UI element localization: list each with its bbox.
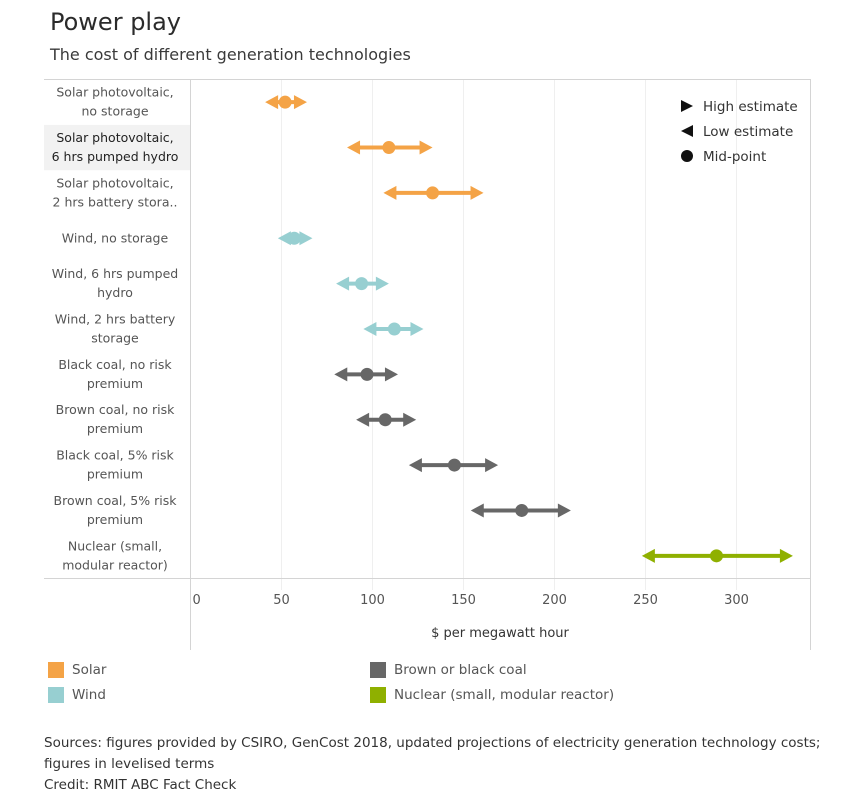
low-estimate-marker[interactable] <box>347 140 361 155</box>
color-swatch <box>48 662 64 678</box>
x-tick-label: 250 <box>633 593 658 608</box>
high-estimate-marker[interactable] <box>779 548 793 563</box>
range-mark[interactable] <box>383 185 484 200</box>
range-mark[interactable] <box>265 95 307 110</box>
x-tick-label: 200 <box>542 593 567 608</box>
high-estimate-marker[interactable] <box>384 367 398 382</box>
mid-point-marker[interactable] <box>387 322 401 336</box>
row-label[interactable]: Brown coal, 5% risk premium <box>54 493 178 527</box>
range-mark[interactable] <box>334 367 398 382</box>
shape-legend-label: Mid-point <box>703 149 766 165</box>
shape-legend: High estimate Low estimate Mid-point <box>681 99 798 165</box>
range-mark[interactable] <box>356 412 417 427</box>
color-legend-item-nuclear[interactable]: Nuclear (small, modular reactor) <box>370 687 614 703</box>
range-mark[interactable] <box>336 276 389 291</box>
mid-point-marker[interactable] <box>355 277 369 291</box>
color-legend-label: Wind <box>72 687 106 703</box>
footer: Sources: figures provided by CSIRO, GenC… <box>44 733 824 796</box>
color-swatch <box>370 687 386 703</box>
low-estimate-marker[interactable] <box>277 231 291 246</box>
color-legend-label: Nuclear (small, modular reactor) <box>394 687 615 703</box>
credit-note: Credit: RMIT ABC Fact Check <box>44 777 237 793</box>
color-legend-item-solar[interactable]: Solar <box>48 662 106 678</box>
x-tick-label: 150 <box>451 593 476 608</box>
mid-point-marker[interactable] <box>378 413 392 427</box>
x-tick-label: 0 <box>193 593 201 608</box>
low-estimate-marker[interactable] <box>356 412 370 427</box>
row-label[interactable]: Wind, 6 hrs pumped hydro <box>52 266 178 300</box>
row-labels: Solar photovoltaic, no storage Solar photo… <box>52 85 179 573</box>
mid-point-marker[interactable] <box>709 549 723 563</box>
mid-point-marker[interactable] <box>278 95 292 109</box>
shape-legend-item: High estimate <box>681 99 798 115</box>
high-estimate-marker[interactable] <box>403 412 417 427</box>
mid-point-marker[interactable] <box>287 231 301 245</box>
row-highlight <box>44 124 190 171</box>
x-tick-label: 100 <box>360 593 385 608</box>
chart-subtitle: The cost of different generation technol… <box>50 45 411 64</box>
x-tick-label: 50 <box>273 593 290 608</box>
x-tick-label: 300 <box>724 593 749 608</box>
mid-point-marker[interactable] <box>382 141 396 155</box>
high-estimate-marker[interactable] <box>375 276 389 291</box>
sources-note: Sources: figures provided by CSIRO, GenC… <box>44 735 821 772</box>
circle-icon <box>681 150 693 162</box>
mid-point-marker[interactable] <box>360 367 374 381</box>
mid-point-marker[interactable] <box>447 458 461 472</box>
range-mark[interactable] <box>641 548 793 563</box>
color-swatch <box>370 662 386 678</box>
low-estimate-marker[interactable] <box>265 95 279 110</box>
chart-area: Solar photovoltaic, no storage Solar photo… <box>44 79 811 650</box>
range-mark[interactable] <box>347 140 433 155</box>
low-estimate-marker[interactable] <box>336 276 350 291</box>
row-label[interactable]: Solar photovoltaic, 2 hrs battery stora.. <box>53 175 178 209</box>
row-label[interactable]: Nuclear (small, modular reactor) <box>62 538 168 572</box>
row-label[interactable]: Wind, no storage <box>62 230 169 245</box>
low-estimate-marker[interactable] <box>641 548 655 563</box>
low-estimate-marker[interactable] <box>383 185 397 200</box>
gridlines <box>281 79 737 590</box>
high-estimate-marker[interactable] <box>419 140 433 155</box>
low-estimate-marker[interactable] <box>408 458 422 473</box>
range-mark[interactable] <box>277 231 313 246</box>
shape-legend-label: High estimate <box>703 99 798 115</box>
range-mark[interactable] <box>363 322 424 336</box>
low-estimate-marker[interactable] <box>470 503 484 518</box>
color-legend-item-coal[interactable]: Brown or black coal <box>370 662 527 678</box>
high-estimate-marker[interactable] <box>299 231 313 246</box>
low-estimate-marker[interactable] <box>363 322 377 336</box>
chart-frame <box>44 79 811 650</box>
row-label[interactable]: Brown coal, no risk premium <box>56 402 175 436</box>
low-estimate-marker[interactable] <box>334 367 348 382</box>
row-label[interactable]: Black coal, no risk premium <box>58 357 172 391</box>
shape-legend-item: Mid-point <box>681 149 766 165</box>
shape-legend-label: Low estimate <box>703 124 793 140</box>
color-swatch <box>48 687 64 703</box>
row-label[interactable]: Solar photovoltaic, no storage <box>56 85 173 119</box>
row-label[interactable]: Solar photovoltaic, 6 hrs pumped hydro <box>52 130 179 164</box>
data-marks <box>265 95 793 563</box>
high-estimate-marker[interactable] <box>485 458 499 473</box>
row-label[interactable]: Wind, 2 hrs battery storage <box>55 312 176 346</box>
range-mark[interactable] <box>470 503 571 518</box>
color-legend-item-wind[interactable]: Wind <box>48 687 106 703</box>
triangle-left-icon <box>681 125 693 137</box>
high-estimate-marker[interactable] <box>557 503 571 518</box>
mid-point-marker[interactable] <box>515 503 529 517</box>
color-legend-label: Brown or black coal <box>394 662 527 678</box>
row-label[interactable]: Black coal, 5% risk premium <box>56 448 174 482</box>
color-legend-label: Solar <box>72 662 107 678</box>
triangle-right-icon <box>681 100 693 112</box>
high-estimate-marker[interactable] <box>410 322 424 336</box>
mid-point-marker[interactable] <box>426 186 440 200</box>
shape-legend-item: Low estimate <box>681 124 793 140</box>
chart-title: Power play <box>50 8 182 36</box>
high-estimate-marker[interactable] <box>470 185 484 200</box>
x-axis-title: $ per megawatt hour <box>431 626 569 641</box>
x-axis-ticks: 0 50 100 150 200 250 300 <box>193 593 749 608</box>
high-estimate-marker[interactable] <box>293 95 307 110</box>
range-mark[interactable] <box>408 458 499 473</box>
